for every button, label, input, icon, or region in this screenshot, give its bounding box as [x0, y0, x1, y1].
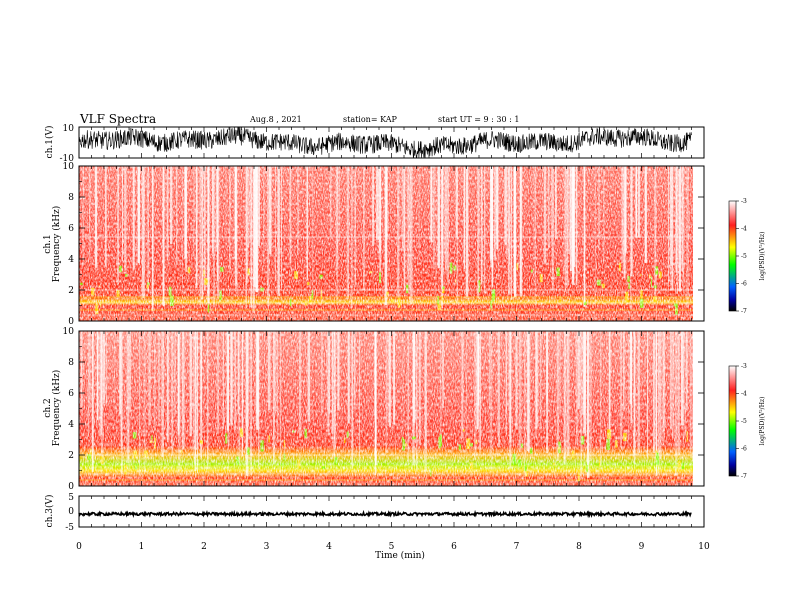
xtick-label: 9: [639, 542, 645, 552]
ch3-waveform-panel: 5 0 -5 ch.3(V) 0 1 2 3 4 5 6 7 8 9 10 Time (min): [44, 493, 710, 561]
ytick-label: 2: [68, 286, 74, 296]
colorbar-tick: -6: [741, 281, 747, 288]
ch1-waveform-panel: 10 -10 ch.1(V): [44, 124, 705, 164]
colorbar-tick: -6: [741, 446, 747, 453]
ch1-colorbar-label: log(PSD)(V²/Hz): [759, 232, 766, 281]
ch3-ytick-top: 5: [68, 493, 74, 503]
ytick-label: 2: [68, 451, 74, 461]
start-time-label: start UT = 9 : 30 : 1: [438, 115, 520, 124]
colorbar-tick: -5: [741, 418, 747, 425]
ch1-spectrogram-ylabel-frequency: Frequency (kHz): [51, 206, 62, 283]
colorbar-tick: -7: [741, 473, 747, 480]
ytick-label: 8: [68, 193, 74, 203]
xtick-label: 1: [139, 542, 145, 552]
ch2-colorbar-label: log(PSD)(V²/Hz): [759, 397, 766, 446]
xtick-label: 4: [326, 542, 332, 552]
ytick-label: 0: [68, 482, 74, 492]
colorbar-tick: -4: [741, 391, 747, 398]
date-label: Aug.8 , 2021: [250, 115, 302, 124]
ch1-ytick-top: 10: [63, 124, 75, 134]
ytick-label: 6: [68, 389, 74, 399]
colorbar-tick: -3: [741, 363, 747, 370]
ch3-waveform-trace: [78, 509, 692, 519]
ch1-spectrogram-ylabel-channel: ch.1: [43, 234, 53, 253]
ch3-ytick-mid: 0: [68, 507, 74, 517]
xtick-label: 7: [514, 542, 520, 552]
ch1-waveform-ylabel: ch.1(V): [44, 126, 55, 159]
x-axis-label: Time (min): [375, 550, 425, 561]
colorbar-tick: -5: [741, 253, 747, 260]
colorbar-tick: -4: [741, 226, 747, 233]
ch3-waveform-ylabel: ch.3(V): [44, 495, 55, 528]
xtick-label: 0: [76, 542, 82, 552]
ytick-label: 10: [63, 327, 75, 337]
ytick-label: 4: [68, 420, 74, 430]
ch1-colorbar: [728, 200, 737, 312]
ytick-label: 10: [63, 162, 75, 172]
ch2-colorbar: [728, 365, 737, 477]
ytick-label: 6: [68, 224, 74, 234]
ch1-ytick-bottom: -10: [60, 154, 75, 164]
colorbar-tick: -3: [741, 198, 747, 205]
xtick-label: 5: [389, 542, 395, 552]
ch2-spectrogram-ylabel-frequency: Frequency (kHz): [51, 370, 62, 447]
chart-title: VLF Spectra: [80, 112, 157, 126]
xtick-label: 10: [698, 542, 710, 552]
ch2-spectrogram-ylabel-channel: ch.2: [43, 398, 53, 417]
ytick-label: 8: [68, 358, 74, 368]
ytick-label: 4: [68, 255, 74, 265]
station-label: station= KAP: [343, 115, 397, 124]
xtick-label: 2: [201, 542, 207, 552]
ytick-label: 0: [68, 317, 74, 327]
xtick-label: 6: [451, 542, 457, 552]
xtick-label: 8: [576, 542, 582, 552]
ch1-waveform-trace: [79, 127, 692, 158]
xtick-label: 3: [264, 542, 270, 552]
colorbar-tick: -7: [741, 308, 747, 315]
ch3-ytick-bottom: -5: [65, 523, 74, 533]
